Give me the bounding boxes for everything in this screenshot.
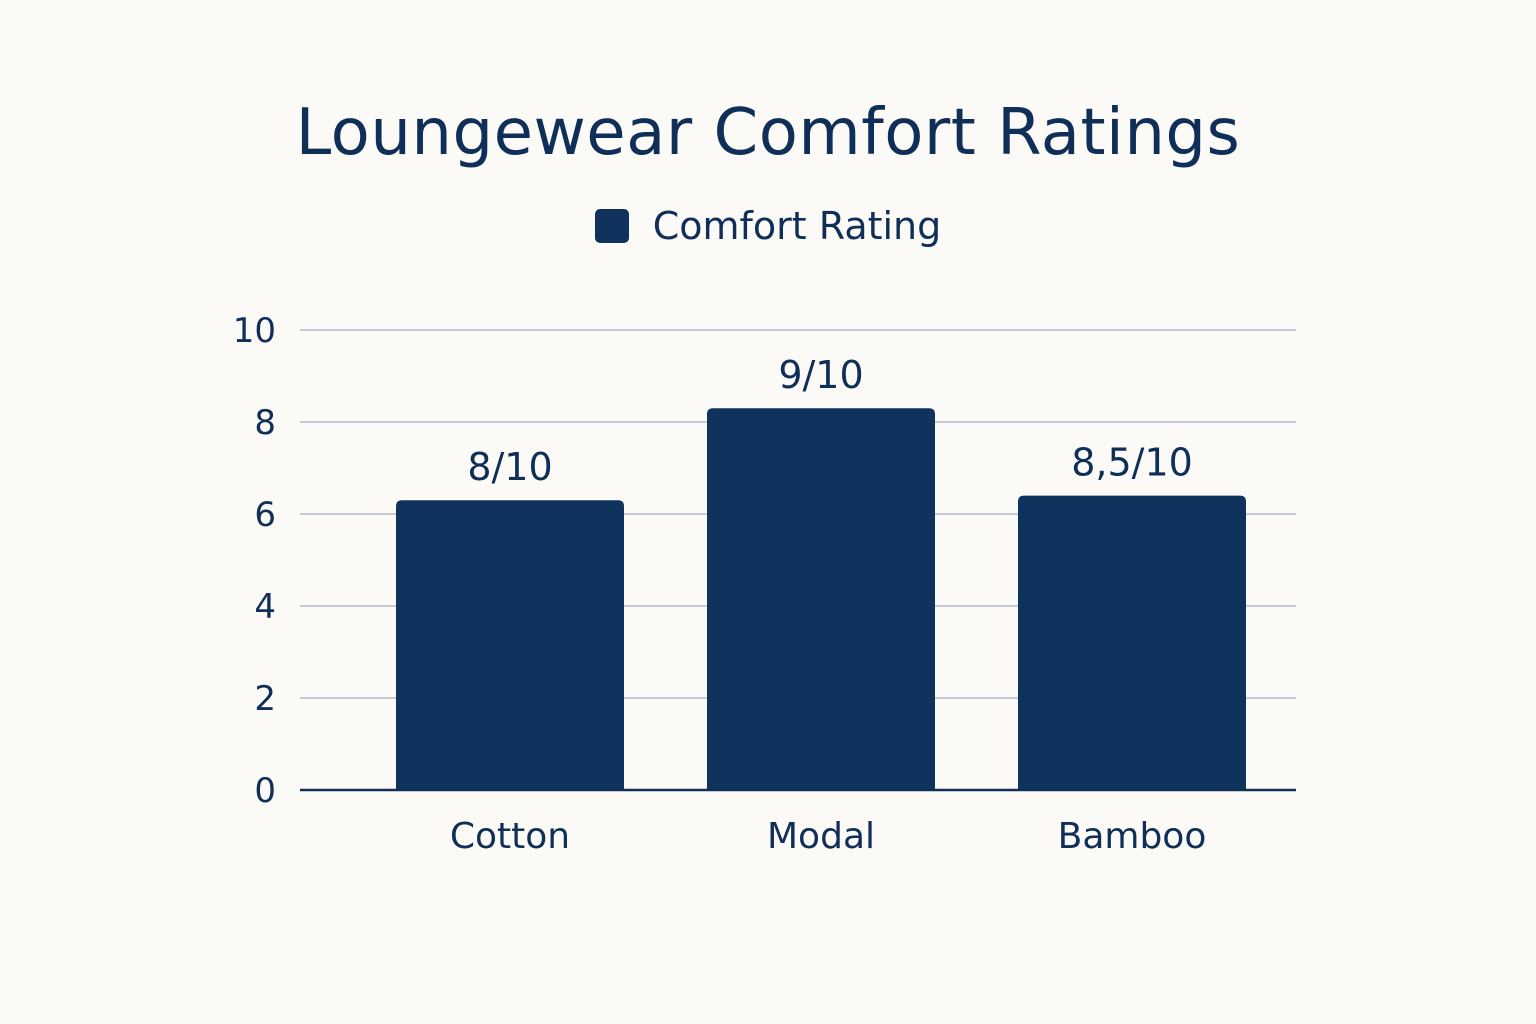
bar-bamboo [1018, 495, 1246, 790]
data-label-modal: 9/10 [778, 353, 863, 397]
chart-title: Loungewear Comfort Ratings [295, 96, 1241, 170]
x-category-label-bamboo: Bamboo [1058, 816, 1207, 857]
y-tick-label-8: 8 [254, 403, 276, 443]
bars [396, 408, 1246, 790]
data-labels: 8/10 9/10 8,5/10 [467, 353, 1192, 489]
legend-label-comfort-rating: Comfort Rating [652, 204, 942, 248]
y-tick-label-6: 6 [254, 495, 276, 535]
y-tick-label-10: 10 [233, 311, 276, 351]
bar-cotton [396, 500, 624, 790]
bar-modal [707, 408, 935, 790]
y-tick-label-0: 0 [254, 771, 276, 811]
legend-swatch-comfort-rating [594, 209, 629, 243]
data-label-cotton: 8/10 [467, 445, 552, 489]
x-axis-categories: Cotton Modal Bamboo [450, 816, 1206, 857]
x-category-label-modal: Modal [767, 816, 875, 857]
y-axis-ticks: 0 2 4 6 8 10 [233, 311, 276, 811]
y-tick-label-4: 4 [254, 587, 276, 627]
x-category-label-cotton: Cotton [450, 816, 570, 857]
y-tick-label-2: 2 [254, 679, 276, 719]
legend: Comfort Rating [0, 204, 1536, 248]
data-label-bamboo: 8,5/10 [1071, 441, 1193, 485]
